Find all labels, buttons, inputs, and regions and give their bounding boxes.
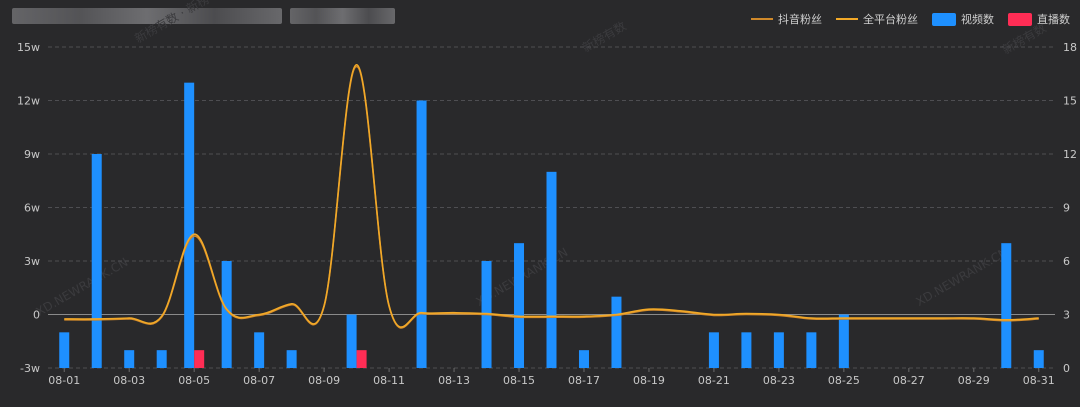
right-axis-tick-label: 18 bbox=[1063, 41, 1077, 54]
left-axis-tick-label: 6w bbox=[24, 202, 40, 215]
bar-video-count bbox=[611, 296, 622, 368]
x-axis-tick-label: 08-13 bbox=[438, 374, 470, 387]
bar-video-count bbox=[773, 332, 784, 368]
legend-label: 抖音粉丝 bbox=[778, 13, 822, 26]
bar-video-count bbox=[1001, 243, 1012, 368]
bar-video-count bbox=[59, 332, 70, 368]
bar-video-count bbox=[708, 332, 719, 368]
bar-live-count bbox=[356, 350, 367, 368]
legend-item-all-platform-fans[interactable]: 全平台粉丝 bbox=[836, 11, 918, 27]
chart-legend: 抖音粉丝 全平台粉丝 视频数 直播数 bbox=[751, 11, 1070, 27]
line-all-platform-fans bbox=[64, 64, 1039, 328]
right-axis-tick-label: 6 bbox=[1063, 255, 1070, 268]
left-axis-tick-label: 12w bbox=[17, 95, 40, 108]
right-axis-tick-label: 0 bbox=[1063, 362, 1070, 375]
bar-video-count bbox=[286, 350, 297, 368]
bar-live-count bbox=[194, 350, 205, 368]
right-axis-tick-label: 15 bbox=[1063, 95, 1077, 108]
left-axis-tick-label: -3w bbox=[20, 362, 40, 375]
x-axis-tick-label: 08-03 bbox=[113, 374, 145, 387]
legend-item-douyin-fans[interactable]: 抖音粉丝 bbox=[751, 11, 822, 27]
legend-swatch bbox=[932, 12, 956, 26]
legend-label: 视频数 bbox=[961, 13, 994, 26]
legend-swatch bbox=[751, 18, 773, 20]
x-axis: 08-01 08-03 08-05 08-07 08-09 08-11 08-13 08-15… bbox=[48, 368, 1055, 387]
x-axis-tick-label: 08-17 bbox=[568, 374, 600, 387]
x-axis-tick-label: 08-21 bbox=[698, 374, 730, 387]
bar-video-count bbox=[156, 350, 167, 368]
blurred-title-2 bbox=[290, 8, 395, 24]
bar-video-count bbox=[578, 350, 589, 368]
x-axis-tick-label: 08-15 bbox=[503, 374, 535, 387]
x-axis-tick-label: 08-29 bbox=[958, 374, 990, 387]
left-axis-tick-label: 15w bbox=[17, 41, 40, 54]
x-axis-tick-label: 08-19 bbox=[633, 374, 665, 387]
x-axis-tick-label: 08-07 bbox=[243, 374, 275, 387]
right-axis-tick-label: 3 bbox=[1063, 309, 1070, 322]
x-axis-tick-label: 08-27 bbox=[893, 374, 925, 387]
bar-video-count bbox=[514, 243, 525, 368]
bar-video-count bbox=[838, 314, 849, 368]
bar-video-count bbox=[1033, 350, 1044, 368]
x-axis-tick-label: 08-05 bbox=[178, 374, 210, 387]
legend-swatch bbox=[836, 18, 858, 20]
right-axis-tick-label: 12 bbox=[1063, 148, 1077, 161]
bar-video-count bbox=[741, 332, 752, 368]
bar-video-count bbox=[184, 82, 195, 369]
x-axis-tick-label: 08-23 bbox=[763, 374, 795, 387]
bar-video-count bbox=[416, 100, 427, 368]
right-axis-tick-label: 9 bbox=[1063, 202, 1070, 215]
bar-video-count bbox=[546, 171, 557, 368]
legend-swatch bbox=[1008, 12, 1032, 26]
x-axis-tick-label: 08-09 bbox=[308, 374, 340, 387]
x-axis-tick-label: 08-11 bbox=[373, 374, 405, 387]
legend-item-live-count[interactable]: 直播数 bbox=[1008, 11, 1070, 27]
left-axis-tick-label: 3w bbox=[24, 255, 40, 268]
bar-video-count bbox=[254, 332, 265, 368]
lines bbox=[64, 64, 1039, 329]
right-y-axis: 0 3 6 9 12 15 18 bbox=[1063, 41, 1077, 375]
x-axis-tick-label: 08-01 bbox=[48, 374, 80, 387]
legend-label: 直播数 bbox=[1037, 13, 1070, 26]
bar-video-count bbox=[806, 332, 817, 368]
blurred-title-1 bbox=[12, 8, 282, 24]
legend-label: 全平台粉丝 bbox=[863, 13, 918, 26]
bar-video-count bbox=[346, 314, 357, 368]
legend-item-video-count[interactable]: 视频数 bbox=[932, 11, 994, 27]
bar-video-count bbox=[91, 154, 102, 368]
bar-video-count bbox=[124, 350, 135, 368]
left-axis-tick-label: 0 bbox=[33, 309, 40, 322]
bar-video-count bbox=[221, 261, 232, 368]
bars bbox=[59, 82, 1044, 369]
left-axis-tick-label: 9w bbox=[24, 148, 40, 161]
left-y-axis: -3w 0 3w 6w 9w 12w 15w bbox=[17, 41, 40, 375]
x-axis-tick-label: 08-25 bbox=[828, 374, 860, 387]
x-axis-tick-label: 08-31 bbox=[1023, 374, 1055, 387]
